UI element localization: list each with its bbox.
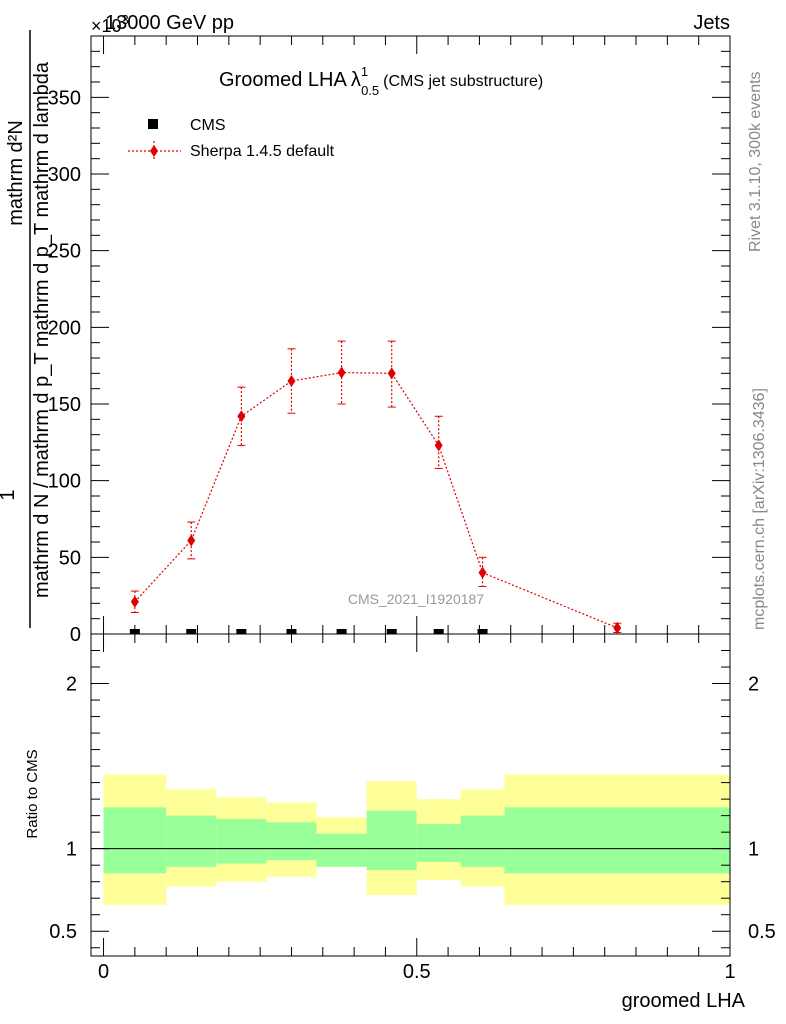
ratio-band-inner-6 [416, 823, 461, 862]
ratio-band-inner-8 [504, 807, 730, 874]
ratio-y-tick-label-right-2: 2 [748, 674, 759, 696]
main-y-tick-label-4: 200 [48, 317, 81, 339]
ratio-band-inner-0 [103, 807, 167, 874]
ratio-y-label: Ratio to CMS [24, 749, 41, 838]
cms-point-1 [186, 629, 197, 634]
sherpa-line [134, 371, 618, 629]
ratio-bands [103, 774, 730, 905]
cms-series [129, 629, 488, 634]
ratio-band-inner-2 [216, 818, 267, 864]
main-y-tick-label-5: 250 [48, 241, 81, 263]
x-tick-label-1: 0.5 [403, 961, 431, 983]
main-y-axis: 0 50 100 150 200 250 300 350 [48, 35, 730, 646]
ratio-band-inner-5 [366, 810, 417, 871]
ratio-y-tick-label-left-1: 1 [66, 839, 77, 861]
ratio-band-inner-1 [166, 815, 217, 867]
main-y-tick-label-6: 300 [48, 164, 81, 186]
legend-sherpa-label: Sherpa 1.4.5 default [190, 143, 335, 160]
legend: CMS Sherpa 1.4.5 default [128, 117, 335, 161]
ratio-y-tick-label-right-0: 0.5 [748, 921, 776, 943]
x-axis-label: groomed LHA [622, 990, 746, 1012]
main-y-tick-label-3: 150 [48, 394, 81, 416]
sherpa-point-1 [187, 534, 196, 547]
legend-sherpa-marker [150, 145, 158, 157]
sherpa-point-8 [613, 621, 622, 634]
top-right-label: Jets [693, 12, 730, 34]
cms-point-3 [286, 629, 297, 634]
side-label-rivet: Rivet 3.1.10, 300k events [747, 71, 764, 252]
ratio-y-tick-label-left-2: 2 [66, 674, 77, 696]
cms-point-7 [477, 629, 488, 634]
legend-cms-label: CMS [190, 117, 226, 134]
sherpa-point-5 [387, 367, 396, 380]
sherpa-series [130, 340, 622, 634]
sherpa-point-2 [237, 410, 246, 423]
y-label-denominator: mathrm d N / mathrm d p_T mathrm d p_T m… [31, 61, 53, 598]
cms-point-0 [129, 629, 140, 634]
ratio-y-axis: 0.5 0.5 1 1 2 2 [49, 650, 776, 949]
main-y-tick-label-2: 100 [48, 471, 81, 493]
exponent-label: ×103 [91, 12, 129, 36]
main-y-tick-label-0: 0 [70, 624, 81, 646]
sherpa-point-0 [130, 595, 139, 608]
ratio-band-inner-3 [266, 822, 317, 861]
cms-point-6 [433, 629, 444, 634]
main-y-label: mathrm d²N mathrm d N / mathrm d p_T mat… [0, 30, 53, 628]
cms-point-2 [236, 629, 247, 634]
x-axis: 0 0.5 1 [98, 36, 736, 983]
cms-point-5 [386, 629, 397, 634]
main-y-tick-label-1: 50 [59, 547, 81, 569]
main-y-tick-label-7: 350 [48, 87, 81, 109]
sherpa-point-6 [434, 439, 443, 452]
x-tick-label-2: 1 [724, 961, 735, 983]
y-label-one: 1 [0, 489, 19, 500]
ratio-y-tick-label-left-0: 0.5 [49, 921, 77, 943]
sherpa-point-3 [287, 375, 296, 387]
main-plot-frame [90, 35, 731, 635]
sherpa-point-4 [337, 366, 346, 379]
ratio-band-inner-4 [316, 833, 367, 867]
analysis-watermark: CMS_2021_I1920187 [348, 591, 484, 607]
side-label-mcplots: mcplots.cern.ch [arXiv:1306.3436] [751, 388, 768, 630]
x-tick-label-0: 0 [98, 961, 109, 983]
ratio-plot-frame [90, 633, 731, 957]
top-left-label: 13000 GeV pp [105, 12, 234, 34]
ratio-band-inner-7 [460, 815, 505, 867]
cms-point-4 [336, 629, 347, 634]
legend-cms-marker [148, 119, 158, 129]
y-label-numerator: mathrm d²N [5, 120, 27, 226]
plot-title: Groomed LHA λ1 0.5(CMS jet substructure) [219, 64, 543, 98]
sherpa-point-7 [478, 566, 487, 579]
ratio-y-tick-label-right-1: 1 [748, 839, 759, 861]
